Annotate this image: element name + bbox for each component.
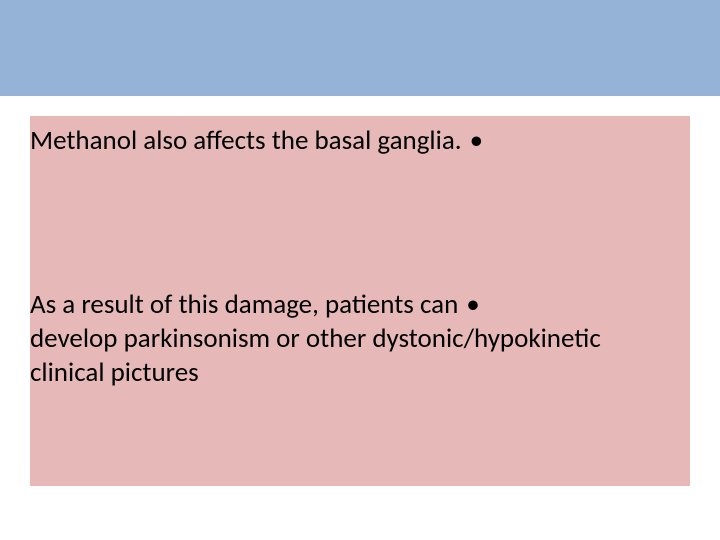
bullet-text-1: Methanol also affects the basal ganglia. [30, 124, 462, 158]
bullet-mark-1: • [470, 124, 483, 158]
slide: Methanol also affects the basal ganglia.… [0, 0, 720, 540]
bullet-mark-2: • [466, 288, 479, 322]
content-box: Methanol also affects the basal ganglia.… [30, 116, 690, 486]
bullet-text-2-line1: As a result of this damage, patients can [30, 288, 458, 322]
bullet-item-1: Methanol also affects the basal ganglia.… [30, 124, 483, 158]
bullet-item-2: As a result of this damage, patients can… [30, 288, 650, 389]
title-bar [0, 0, 720, 96]
bullet-text-2-rest: develop parkinsonism or other dystonic/h… [30, 322, 650, 390]
